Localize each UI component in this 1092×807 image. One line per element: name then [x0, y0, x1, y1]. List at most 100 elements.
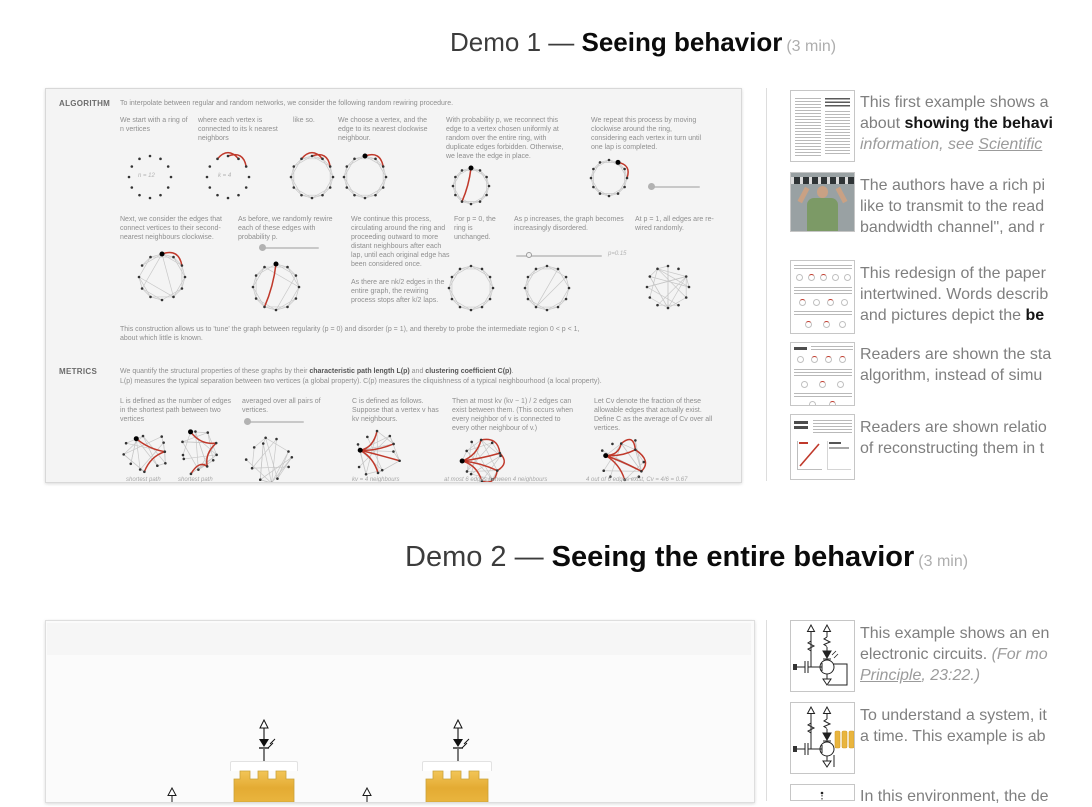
note-line: algorithm, instead of simu: [860, 367, 1042, 384]
thumbnail-video-author: [790, 172, 855, 232]
divider-demo1: [766, 88, 767, 481]
p-slider-row2: [259, 247, 319, 249]
fig-r3c5-text: Let Cv denote the fraction of these allo…: [594, 397, 714, 433]
demo1-title-duration: (3 min): [786, 38, 836, 55]
led-symbol-icon: [447, 719, 471, 763]
note-line: To understand a system, it: [860, 707, 1047, 724]
note-3: This redesign of the paper intertwined. …: [860, 263, 1048, 326]
supply-arrow-icon: [361, 787, 373, 802]
note-italic: information, see: [860, 136, 978, 153]
note-line: about: [860, 115, 904, 132]
waveform-castle: [232, 761, 296, 802]
fig-r2c2-text: As before, we randomly rewire each of th…: [238, 215, 343, 242]
led-symbol-icon: [253, 719, 277, 763]
note-4: Readers are shown the sta algorithm, ins…: [860, 344, 1051, 386]
fig-r2c3-para2: As there are nk/2 edges in the entire gr…: [351, 279, 444, 304]
demo1-figure-image: ALGORITHM To interpolate between regular…: [45, 88, 742, 483]
circuit-schematic-art: [791, 703, 854, 773]
fig-r3c4-text: Then at most kv (kv − 1) / 2 edges can e…: [452, 397, 578, 433]
metrics-run: We quantify the structural properties of…: [120, 368, 309, 375]
note-line: This first example shows a: [860, 94, 1049, 111]
demo2-title: Demo 2 — Seeing the entire behavior(3 mi…: [405, 541, 968, 574]
link-inventing-on-principle[interactable]: Principle: [860, 667, 921, 684]
waveform-castle: [424, 761, 490, 802]
graph-neighbours: [352, 429, 402, 479]
figure2-toolbar-band: [47, 623, 751, 655]
demo1-title: Demo 1 — Seeing behavior(3 min): [450, 27, 836, 58]
graph-shortest-path-1: [122, 427, 172, 477]
note-italic: (For mo: [992, 646, 1048, 663]
p-slider-row1: [648, 186, 700, 188]
tune-paragraph-line2: about which little is known.: [120, 334, 203, 343]
c-chart-art: [828, 441, 851, 469]
algorithm-label: ALGORITHM: [59, 99, 110, 108]
p-slider-disorder: [516, 255, 602, 257]
tune-paragraph-line1: This construction allows us to 'tune' th…: [120, 325, 580, 334]
caption-shortest-path-2: shortest path: [178, 477, 213, 483]
ring-diagram-p015: [520, 261, 574, 315]
thumbnail-small-worlds: [790, 414, 855, 480]
note-line: Readers are shown the sta: [860, 346, 1051, 363]
supply-arrow-icon: [166, 787, 178, 802]
graph-averaged: [244, 435, 294, 483]
note-bold: be: [1025, 307, 1044, 324]
metrics-label: METRICS: [59, 367, 97, 376]
demo1-title-prefix: Demo 1 —: [450, 27, 582, 57]
note-line: like to transmit to the read: [860, 198, 1044, 215]
ring-diagram-repeat: [586, 155, 632, 201]
p-slider-row3: [244, 421, 304, 423]
note-line: In this environment, the de: [860, 788, 1049, 805]
note-8: In this environment, the de: [860, 786, 1049, 807]
note-5: Readers are shown relatio of reconstruct…: [860, 417, 1047, 459]
fig-r2c1-text: Next, we consider the edges that connect…: [120, 215, 225, 242]
ring-diagram-second-nearest: [134, 249, 190, 305]
ring-diagram-p1: [642, 261, 694, 313]
algorithm-intro: To interpolate between regular and rando…: [120, 99, 453, 108]
caption-cv: 4 out of 6 edges exist, Cv = 4/6 = 0.67: [586, 477, 687, 483]
caption-max-edges: at most 6 edges between 4 neighbours: [444, 477, 547, 483]
ring-n-label: n = 12: [138, 173, 155, 179]
ring-diagram-lattice: [286, 151, 338, 203]
thumbnail-circuit-partial: [790, 784, 855, 801]
caption-neighbours: kv = 4 neighbours: [352, 477, 400, 483]
ring-diagram-choose-vertex: [339, 151, 391, 203]
note-6: This example shows an en electronic circ…: [860, 623, 1049, 686]
note-line: bandwidth channel", and r: [860, 219, 1044, 236]
fig-r1c5-text: With probability p, we reconnect this ed…: [446, 116, 574, 161]
note-bold: showing the behavi: [904, 115, 1052, 132]
fig-r1c2-text: where each vertex is connected to its k …: [198, 116, 286, 143]
note-2: The authors have a rich pi like to trans…: [860, 175, 1045, 238]
note-line: This example shows an en: [860, 625, 1049, 642]
metrics-term-L: characteristic path length L(p): [309, 368, 409, 375]
metrics-run: .: [512, 368, 514, 375]
thumbnail-circuit: [790, 620, 855, 692]
fig-r2c5-text: As p increases, the graph becomes increa…: [514, 215, 626, 233]
divider-demo2: [766, 620, 767, 801]
circuit-partial-art: [791, 785, 854, 801]
p-value-label: p=0.15: [608, 251, 627, 257]
metrics-term-C: clustering coefficient C(p): [425, 368, 511, 375]
thumbnail-algorithm: [790, 342, 855, 406]
metrics-intro-line1: We quantify the structural properties of…: [120, 367, 514, 376]
demo1-title-bold: Seeing behavior: [582, 27, 783, 57]
circuit-schematic-art: [791, 621, 854, 691]
link-scientific-communication[interactable]: Scientific: [978, 136, 1042, 153]
note-line: of reconstructing them in t: [860, 440, 1044, 457]
fig-r1c6-text: We repeat this process by moving clockwi…: [591, 116, 709, 152]
fig-r2c4-text: For p = 0, the ring is unchanged.: [454, 215, 506, 242]
note-7: To understand a system, it a time. This …: [860, 705, 1047, 747]
thumbnail-paper: [790, 90, 855, 162]
fig-r2c3-text: We continue this process, circulating ar…: [351, 215, 451, 305]
fig-r3c3-text: C is defined as follows. Suppose that a …: [352, 397, 447, 424]
graph-cv: [598, 435, 648, 483]
note-line: The authors have a rich pi: [860, 177, 1045, 194]
fig-r1c1-text: We start with a ring of n vertices: [120, 116, 188, 134]
fig-r3c1-text: L is defined as the number of edges in t…: [120, 397, 232, 424]
note-line: This redesign of the paper: [860, 265, 1046, 282]
demo2-title-prefix: Demo 2 —: [405, 541, 552, 573]
fig-r3c2-text: averaged over all pairs of vertices.: [242, 397, 322, 415]
fig-r2c3-para1: We continue this process, circulating ar…: [351, 216, 449, 268]
note-line: electronic circuits.: [860, 646, 992, 663]
graph-max-edges: [456, 435, 506, 483]
ring-diagram-rewire: [448, 163, 494, 209]
